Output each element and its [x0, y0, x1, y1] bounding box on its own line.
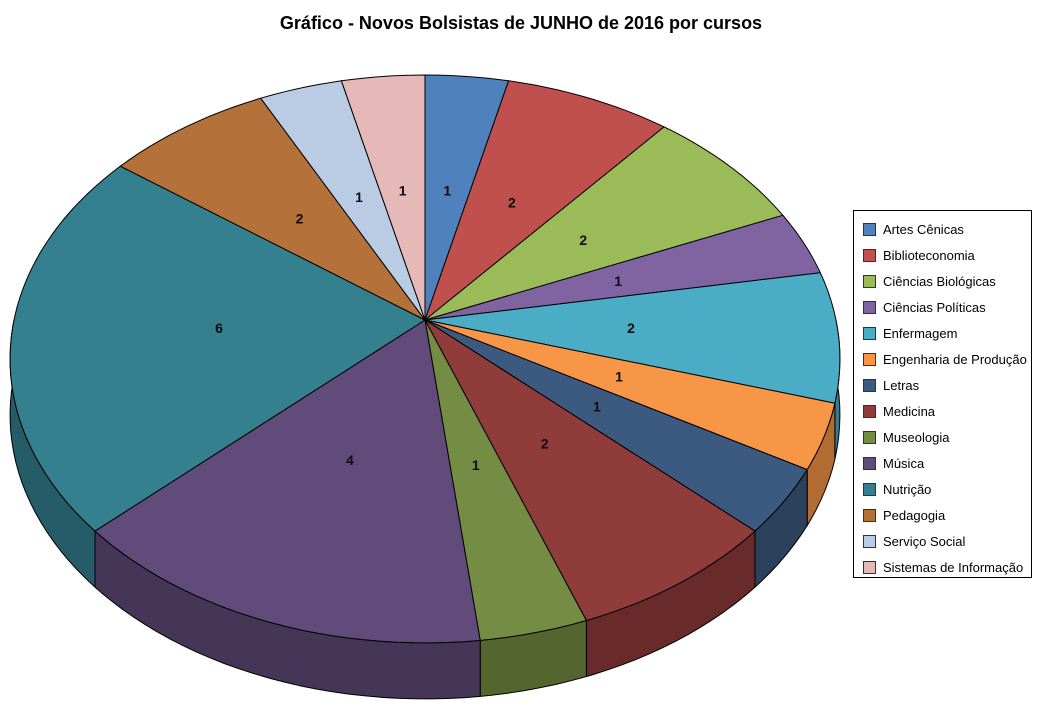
pie-slice-ciencias-politicas[interactable] — [424, 214, 821, 321]
legend-swatch-artes-cenicas — [863, 222, 876, 236]
legend-item-ciencias-biologicas[interactable]: Ciências Biológicas — [854, 268, 1031, 294]
legend-swatch-ciencias-politicas — [863, 300, 876, 314]
data-label-ciencias-politicas: 1 — [614, 273, 622, 289]
legend-item-pedagogia[interactable]: Pedagogia — [854, 502, 1031, 528]
data-label-ciencias-biologicas: 2 — [579, 232, 587, 248]
legend-label-pedagogia: Pedagogia — [883, 507, 946, 523]
data-label-nutricao: 6 — [215, 320, 223, 336]
chart-title: Gráfico - Novos Bolsistas de JUNHO de 20… — [279, 13, 763, 33]
legend-label-medicina: Medicina — [883, 403, 936, 419]
data-label-medicina: 2 — [541, 436, 549, 452]
pie-slice-engenharia-de-producao[interactable] — [424, 319, 836, 471]
data-label-letras: 1 — [593, 399, 601, 415]
legend-label-enfermagem: Enfermagem — [883, 325, 958, 341]
pie-slice-letras[interactable] — [424, 319, 808, 532]
legend-swatch-enfermagem — [863, 326, 876, 340]
legend-label-ciencias-biologicas: Ciências Biológicas — [883, 273, 996, 289]
legend-item-enfermagem[interactable]: Enfermagem — [854, 320, 1031, 346]
legend-item-letras[interactable]: Letras — [854, 372, 1031, 398]
legend-swatch-nutricao — [863, 482, 876, 496]
pie-slice-nutricao[interactable] — [9, 165, 426, 532]
data-label-biblioteconomia: 2 — [508, 195, 516, 211]
legend-swatch-medicina — [863, 404, 876, 418]
pie-slice-museologia[interactable] — [424, 319, 587, 641]
legend-label-sistemas-de-informacao: Sistemas de Informação — [883, 559, 1024, 575]
legend-label-ciencias-politicas: Ciências Políticas — [883, 299, 986, 315]
data-label-museologia: 1 — [472, 457, 480, 473]
legend-label-artes-cenicas: Artes Cênicas — [883, 221, 964, 237]
legend-label-letras: Letras — [883, 377, 920, 393]
legend-swatch-letras — [863, 378, 876, 392]
legend-label-biblioteconomia: Biblioteconomia — [883, 247, 975, 263]
data-label-enfermagem: 2 — [627, 320, 635, 336]
legend-swatch-pedagogia — [863, 508, 876, 522]
legend-item-biblioteconomia[interactable]: Biblioteconomia — [854, 242, 1031, 268]
legend-label-musica: Música — [883, 455, 925, 471]
legend-swatch-biblioteconomia — [863, 248, 876, 262]
legend-item-engenharia-de-producao[interactable]: Engenharia de Produção — [854, 346, 1031, 372]
data-label-artes-cenicas: 1 — [443, 183, 451, 199]
pie-slice-medicina[interactable] — [424, 319, 756, 621]
pie-slice-musica[interactable] — [94, 319, 481, 644]
legend-item-musica[interactable]: Música — [854, 450, 1031, 476]
legend-label-nutricao: Nutrição — [883, 481, 932, 497]
legend-swatch-servico-social — [863, 534, 876, 548]
pie-slice-sistemas-de-informacao[interactable] — [340, 74, 426, 321]
pie-top-faces — [9, 74, 841, 644]
legend-item-medicina[interactable]: Medicina — [854, 398, 1031, 424]
legend-item-ciencias-politicas[interactable]: Ciências Políticas — [854, 294, 1031, 320]
legend-label-museologia: Museologia — [883, 429, 950, 445]
legend-item-museologia[interactable]: Museologia — [854, 424, 1031, 450]
data-label-musica: 4 — [346, 452, 354, 468]
pie-slice-servico-social[interactable] — [260, 80, 426, 321]
legend-label-engenharia-de-producao: Engenharia de Produção — [883, 351, 1027, 367]
legend-swatch-ciencias-biologicas — [863, 274, 876, 288]
legend-item-nutricao[interactable]: Nutrição — [854, 476, 1031, 502]
legend-swatch-museologia — [863, 430, 876, 444]
legend-item-sistemas-de-informacao[interactable]: Sistemas de Informação — [854, 554, 1031, 580]
legend-swatch-sistemas-de-informacao — [863, 560, 876, 574]
legend-swatch-musica — [863, 456, 876, 470]
legend-item-artes-cenicas[interactable]: Artes Cênicas — [854, 216, 1031, 242]
pie-slice-biblioteconomia[interactable] — [424, 80, 665, 321]
pie-slice-ciencias-biologicas[interactable] — [424, 126, 784, 321]
legend: Artes Cênicas Biblioteconomia Ciências Bio… — [853, 210, 1032, 578]
data-label-sistemas-de-informacao: 1 — [399, 183, 407, 199]
legend-swatch-engenharia-de-producao — [863, 352, 876, 366]
legend-item-servico-social[interactable]: Serviço Social — [854, 528, 1031, 554]
data-label-pedagogia: 2 — [296, 211, 304, 227]
pie-slice-enfermagem[interactable] — [424, 272, 841, 404]
data-label-engenharia-de-producao: 1 — [615, 369, 623, 385]
pie-slice-pedagogia[interactable] — [119, 97, 426, 321]
data-label-servico-social: 1 — [355, 189, 363, 205]
pie-walls — [9, 319, 841, 700]
legend-label-servico-social: Serviço Social — [883, 533, 966, 549]
